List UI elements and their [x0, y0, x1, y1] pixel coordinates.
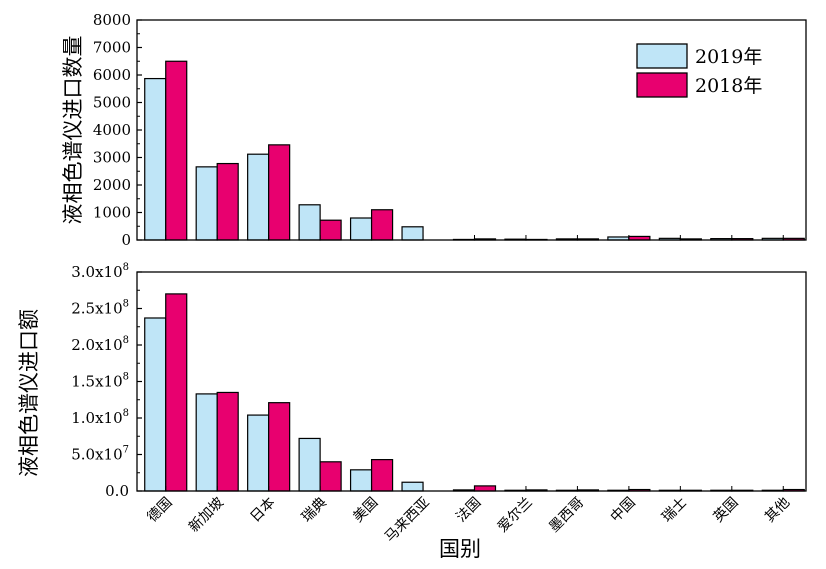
y-tick-label: 0: [121, 231, 131, 249]
bar-2018: [165, 60, 188, 241]
x-category-label: 美国: [350, 495, 381, 526]
bar-2019: [195, 393, 218, 492]
bar-2019: [401, 226, 424, 241]
y-tick-exponent: 8: [123, 299, 129, 310]
y-axis-label: 液相色谱仪进口数量: [61, 36, 85, 225]
bar-2019: [144, 317, 167, 492]
y-axis-label: 液相色谱仪进口额: [17, 309, 41, 477]
y-tick-label: 6000: [93, 66, 131, 84]
y-tick-label: 2000: [93, 176, 131, 194]
y-tick-label: 4000: [93, 121, 131, 139]
y-tick-exponent: 8: [123, 408, 129, 419]
y-tick-label: 1.5x108: [71, 372, 129, 391]
bar-2018: [268, 402, 291, 492]
bar-2018: [216, 162, 239, 241]
y-tick-label: 7000: [93, 39, 131, 57]
y-tick-label: 3.0x108: [71, 262, 129, 281]
x-category-label: 其他: [762, 495, 793, 526]
x-category-label: 墨西哥: [546, 495, 587, 536]
bar-2019: [298, 437, 321, 492]
x-category-label: 马来西亚: [382, 495, 433, 546]
bar-2018: [319, 219, 342, 241]
bar-2019: [349, 469, 373, 492]
bar-2019: [349, 217, 373, 241]
legend-swatch-2018: [636, 72, 688, 98]
bar-2018: [216, 391, 239, 492]
x-category-label: 英国: [710, 494, 742, 526]
x-category-label: 瑞士: [659, 495, 690, 526]
x-category-label: 中国: [608, 495, 639, 526]
bar-2018: [370, 459, 394, 492]
y-tick-label: 5.0x107: [71, 445, 129, 464]
x-category-label: 日本: [247, 495, 278, 526]
bar-2019: [247, 414, 270, 492]
bar-2019: [401, 481, 424, 492]
legend-label: 2019年: [695, 46, 762, 68]
y-tick-exponent: 8: [123, 262, 129, 273]
y-tick-label: 5000: [93, 94, 131, 112]
x-category-label: 爱尔兰: [495, 495, 536, 536]
x-category-label: 法国: [453, 495, 484, 526]
y-tick-label: 0.0: [105, 482, 129, 500]
y-tick-mantissa: 5.0x10: [71, 446, 122, 464]
y-tick-label: 2.0x108: [71, 335, 129, 354]
y-tick-mantissa: 1.5x10: [71, 373, 122, 391]
y-tick-label: 1.0x108: [71, 408, 129, 427]
y-tick-mantissa: 0.0: [105, 482, 129, 500]
bar-2019: [195, 166, 218, 241]
y-tick-label: 8000: [93, 11, 131, 29]
y-tick-mantissa: 1.0x10: [71, 409, 122, 427]
x-category-label: 德国: [144, 495, 175, 526]
y-tick-label: 2.5x108: [71, 299, 129, 318]
bar-2018: [165, 293, 188, 492]
y-tick-mantissa: 2.5x10: [71, 300, 122, 318]
y-tick-label: 1000: [93, 204, 131, 222]
bar-2018: [268, 144, 291, 241]
legend-swatch-2019: [636, 43, 688, 69]
y-tick-exponent: 7: [123, 445, 129, 456]
y-tick-mantissa: 2.0x10: [71, 336, 122, 354]
bar-2019: [144, 77, 167, 241]
x-axis-label: 国别: [439, 537, 481, 561]
bar-2018: [319, 461, 342, 492]
x-category-label: 瑞典: [299, 495, 330, 526]
y-tick-exponent: 8: [123, 372, 129, 383]
bar-2018: [370, 209, 394, 241]
y-tick-exponent: 8: [123, 335, 129, 346]
legend-label: 2018年: [695, 75, 762, 97]
bar-2019: [247, 153, 270, 241]
bar-2019: [298, 204, 321, 241]
bar-2018: [473, 485, 497, 492]
x-category-label: 新加坡: [186, 495, 227, 536]
y-tick-mantissa: 3.0x10: [71, 263, 122, 281]
y-tick-label: 3000: [93, 149, 131, 167]
